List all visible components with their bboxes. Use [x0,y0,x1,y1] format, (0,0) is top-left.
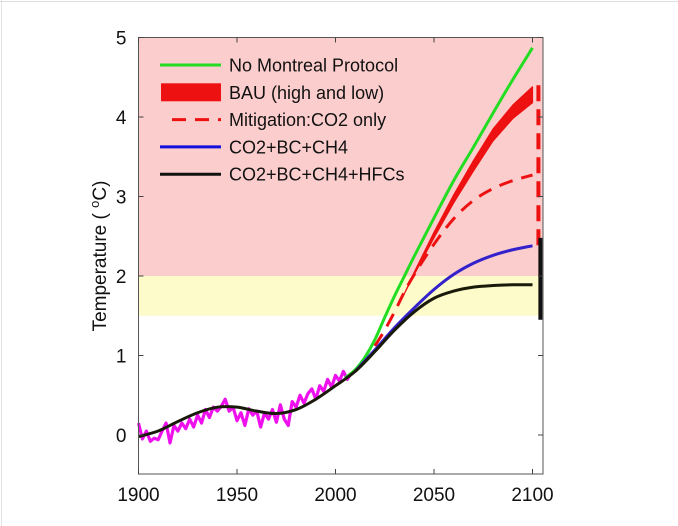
series-bau-high-and-low [403,86,534,295]
y-tick-label: 4 [116,108,127,129]
axes-layer: 1900 1950 2000 2050 2100 0 1 2 3 4 5 [116,29,554,507]
legend: No Montreal Protocol BAU (high and low) Mi… [160,56,405,185]
series-co2-bc-ch4-hfcs [138,283,533,439]
series-layer [136,47,543,445]
legend-swatch [161,83,221,102]
y-tick-label: 0 [116,426,127,447]
series-mitigation-co2-only [373,173,533,347]
y-axis-label-main: Temperature ( [90,208,111,332]
x-tick-label: 2000 [314,485,356,506]
band-target-zone [138,276,543,316]
plot-frame [138,37,544,475]
x-tick-label: 1950 [216,485,258,506]
legend-item-mitigation-co2-only: Mitigation:CO2 only [172,110,386,130]
x-tick-label: 1900 [117,485,159,506]
x-tick-label: 2050 [413,485,455,506]
legend-item-no-montreal-protocol: No Montreal Protocol [160,56,398,76]
y-tick-label: 2 [116,267,127,288]
legend-label: Mitigation:CO2 only [229,110,386,130]
legend-item-co2-bc-ch4-hfcs: CO2+BC+CH4+HFCs [160,165,405,185]
legend-item-bau-high-and-low: BAU (high and low) [161,83,384,103]
legend-label: CO2+BC+CH4 [229,137,348,157]
series-no-montreal-protocol [344,47,534,379]
legend-label: BAU (high and low) [229,83,384,103]
y-axis-label: Temperature ( oC) [87,181,111,332]
x-tick-label: 2100 [511,485,553,506]
y-axis-label-sup: o [87,201,102,208]
y-axis-label-unit: C) [90,181,111,201]
legend-label: No Montreal Protocol [229,56,398,76]
window-left-border [1,0,2,526]
legend-label: CO2+BC+CH4+HFCs [229,165,405,185]
legend-item-co2-bc-ch4: CO2+BC+CH4 [160,137,348,157]
y-tick-label: 3 [116,188,127,209]
y-tick-label: 1 [116,347,127,368]
y-tick-label: 5 [116,29,127,50]
window-top-border [0,1,678,2]
